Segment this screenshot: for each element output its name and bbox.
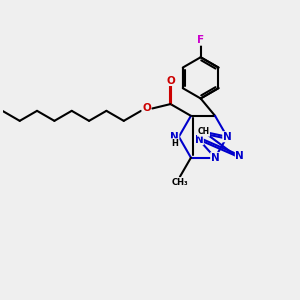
Text: N: N — [211, 153, 219, 163]
Text: CH₃: CH₃ — [172, 178, 188, 187]
Text: N: N — [170, 132, 179, 142]
Text: F: F — [197, 35, 204, 45]
Text: N: N — [223, 132, 232, 142]
Text: O: O — [142, 103, 151, 112]
Text: CH: CH — [197, 127, 210, 136]
Text: H: H — [171, 139, 178, 148]
Text: O: O — [166, 76, 175, 85]
Text: N: N — [194, 135, 203, 145]
Text: N: N — [236, 151, 244, 161]
